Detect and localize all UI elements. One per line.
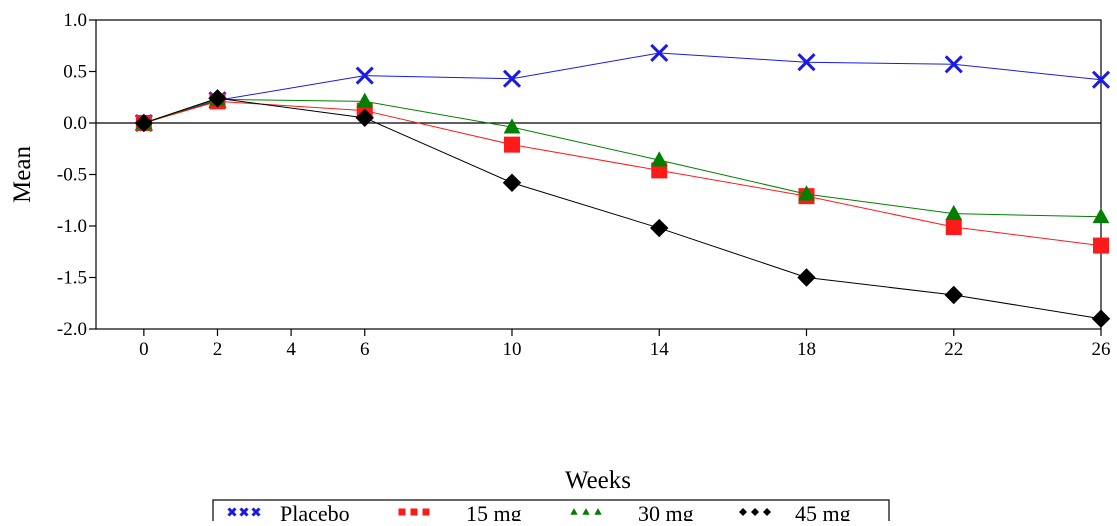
data-point-marker-stroke-b [944,55,963,74]
legend-label: Placebo [280,501,350,521]
data-point-marker [503,118,521,134]
legend-swatch-marker-stroke-b [239,507,249,517]
series-group [134,43,1111,328]
data-point-marker [1092,207,1110,224]
legend-box [212,499,890,525]
series-line [143,52,1102,124]
y-tick-label: -0.5 [57,165,87,186]
x-tick-label: 22 [944,339,963,360]
x-tick-label: 6 [360,339,370,360]
x-axis: 0 2 4 6 10 14 18 22 26 [139,329,1111,360]
x-tick-label: 0 [139,339,149,360]
legend-swatch-marker-stroke-b [227,507,237,517]
data-point-marker [503,136,520,153]
x-tick-label: 2 [213,339,223,360]
data-point-marker [650,218,669,238]
x-axis-title: Weeks [565,467,631,494]
legend-swatch-marker [594,508,602,515]
y-tick-label: -1.5 [57,268,87,289]
data-point-marker-stroke-b [797,53,816,72]
data-point-marker-stroke-b [1091,70,1111,89]
data-point-marker [1093,237,1109,254]
legend-swatch-marker [398,508,406,516]
y-tick-label: -2.0 [57,319,87,340]
legend-swatch-marker [570,508,578,515]
data-point-marker [797,268,816,287]
series-placebo [134,43,1111,133]
data-point-marker [945,204,963,221]
y-tick-label: -1.0 [57,216,87,237]
data-point-marker [208,89,227,108]
series-30-mg [135,90,1110,224]
data-point-marker [134,113,154,133]
data-point-marker-stroke-b [502,69,522,88]
series-line [143,100,1102,247]
x-tick-label: 14 [650,339,670,360]
series-line [143,97,1102,320]
y-tick-label: 0.5 [63,62,87,83]
data-point-marker [1091,309,1111,328]
x-tick-label: 26 [1092,339,1111,360]
data-point-marker [502,173,522,192]
y-axis-title: Mean [9,146,36,203]
data-point-marker [356,92,374,108]
data-point-marker [798,185,815,201]
x-tick-label: 18 [797,339,816,360]
data-point-marker [355,108,374,128]
x-tick-label: 10 [502,339,521,360]
series-45-mg [134,89,1111,328]
data-point-marker [945,219,962,236]
y-tick-label: 1.0 [63,10,87,31]
legend-swatch-marker [410,508,418,516]
data-point-marker-stroke-b [650,43,669,63]
series-line [143,98,1102,218]
data-point-marker [650,151,668,167]
legend-swatch-marker [762,507,772,517]
legend-swatch-marker [582,508,590,515]
legend-swatch-marker [738,507,748,517]
x-tick-label: 4 [286,339,296,360]
y-axis: 1.0 0.5 0.0 -0.5 -1.0 -1.5 -2.0 [57,10,96,340]
data-point-marker [944,285,963,305]
legend-label: 15 mg [466,501,522,521]
legend: Placebo 15 mg 30 mg 45 mg [212,499,890,526]
legend-label: 45 mg [795,501,851,521]
series-15-mg [135,93,1109,254]
legend-swatch-marker [750,507,760,517]
data-point-marker-stroke-b [355,66,374,85]
y-tick-label: 0.0 [63,113,87,134]
legend-label: 30 mg [638,501,694,521]
legend-swatch-marker-stroke-b [251,507,261,517]
legend-swatch-marker [422,508,430,516]
